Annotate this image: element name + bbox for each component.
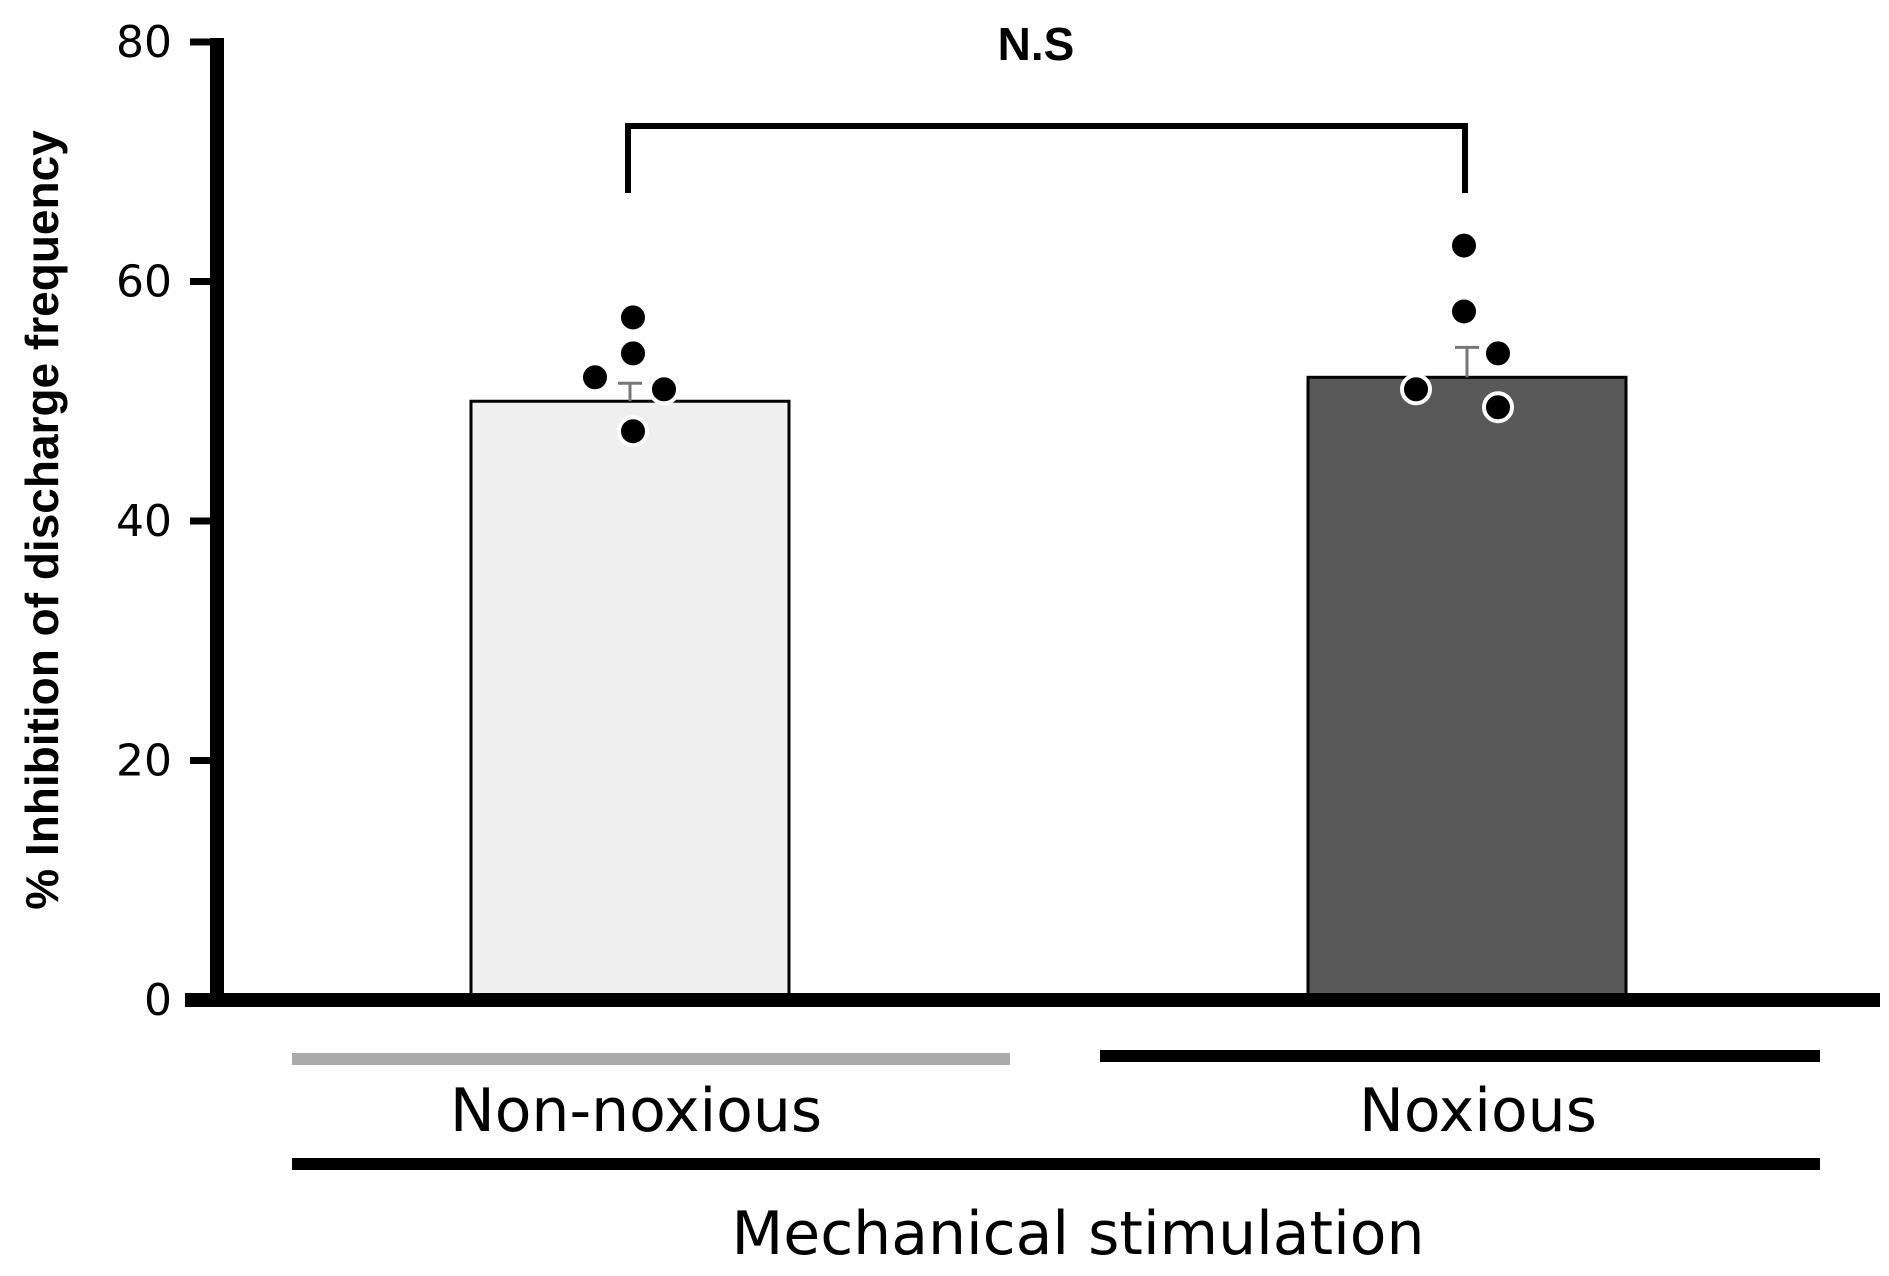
data-point-non-noxious-4 — [648, 373, 680, 406]
y-ticks-layer: 0 20 40 60 80 — [116, 17, 212, 1026]
y-tick-label-80: 80 — [116, 17, 172, 68]
data-point-non-noxious-2 — [617, 337, 649, 370]
bar-non-noxious — [469, 399, 791, 1002]
category-label-non-noxious: Non-noxious — [450, 1076, 822, 1146]
data-points-layer — [579, 229, 1514, 448]
category-label-noxious: Noxious — [1359, 1076, 1597, 1146]
data-point-noxious-5 — [1482, 391, 1514, 424]
error-bars-layer — [618, 345, 1479, 402]
data-point-non-noxious-3 — [579, 361, 611, 394]
x-axis-label: Mechanical stimulation — [732, 1199, 1425, 1269]
data-point-noxious-3 — [1482, 337, 1514, 370]
significance-bracket — [625, 123, 1468, 193]
y-tick-label-20: 20 — [116, 736, 172, 787]
data-point-noxious-1 — [1448, 229, 1480, 262]
bars-layer — [469, 375, 1628, 1002]
y-tick-label-60: 60 — [116, 257, 172, 308]
data-point-non-noxious-5 — [617, 415, 649, 448]
bar-noxious — [1306, 375, 1628, 1002]
data-point-noxious-2 — [1448, 295, 1480, 328]
data-point-non-noxious-1 — [617, 301, 649, 334]
data-point-noxious-4 — [1400, 373, 1432, 406]
y-tick-label-40: 40 — [116, 496, 172, 547]
y-axis-label: % Inhibition of discharge frequency — [16, 130, 68, 910]
significance-label: N.S — [998, 18, 1075, 70]
y-tick-label-0: 0 — [144, 975, 172, 1026]
